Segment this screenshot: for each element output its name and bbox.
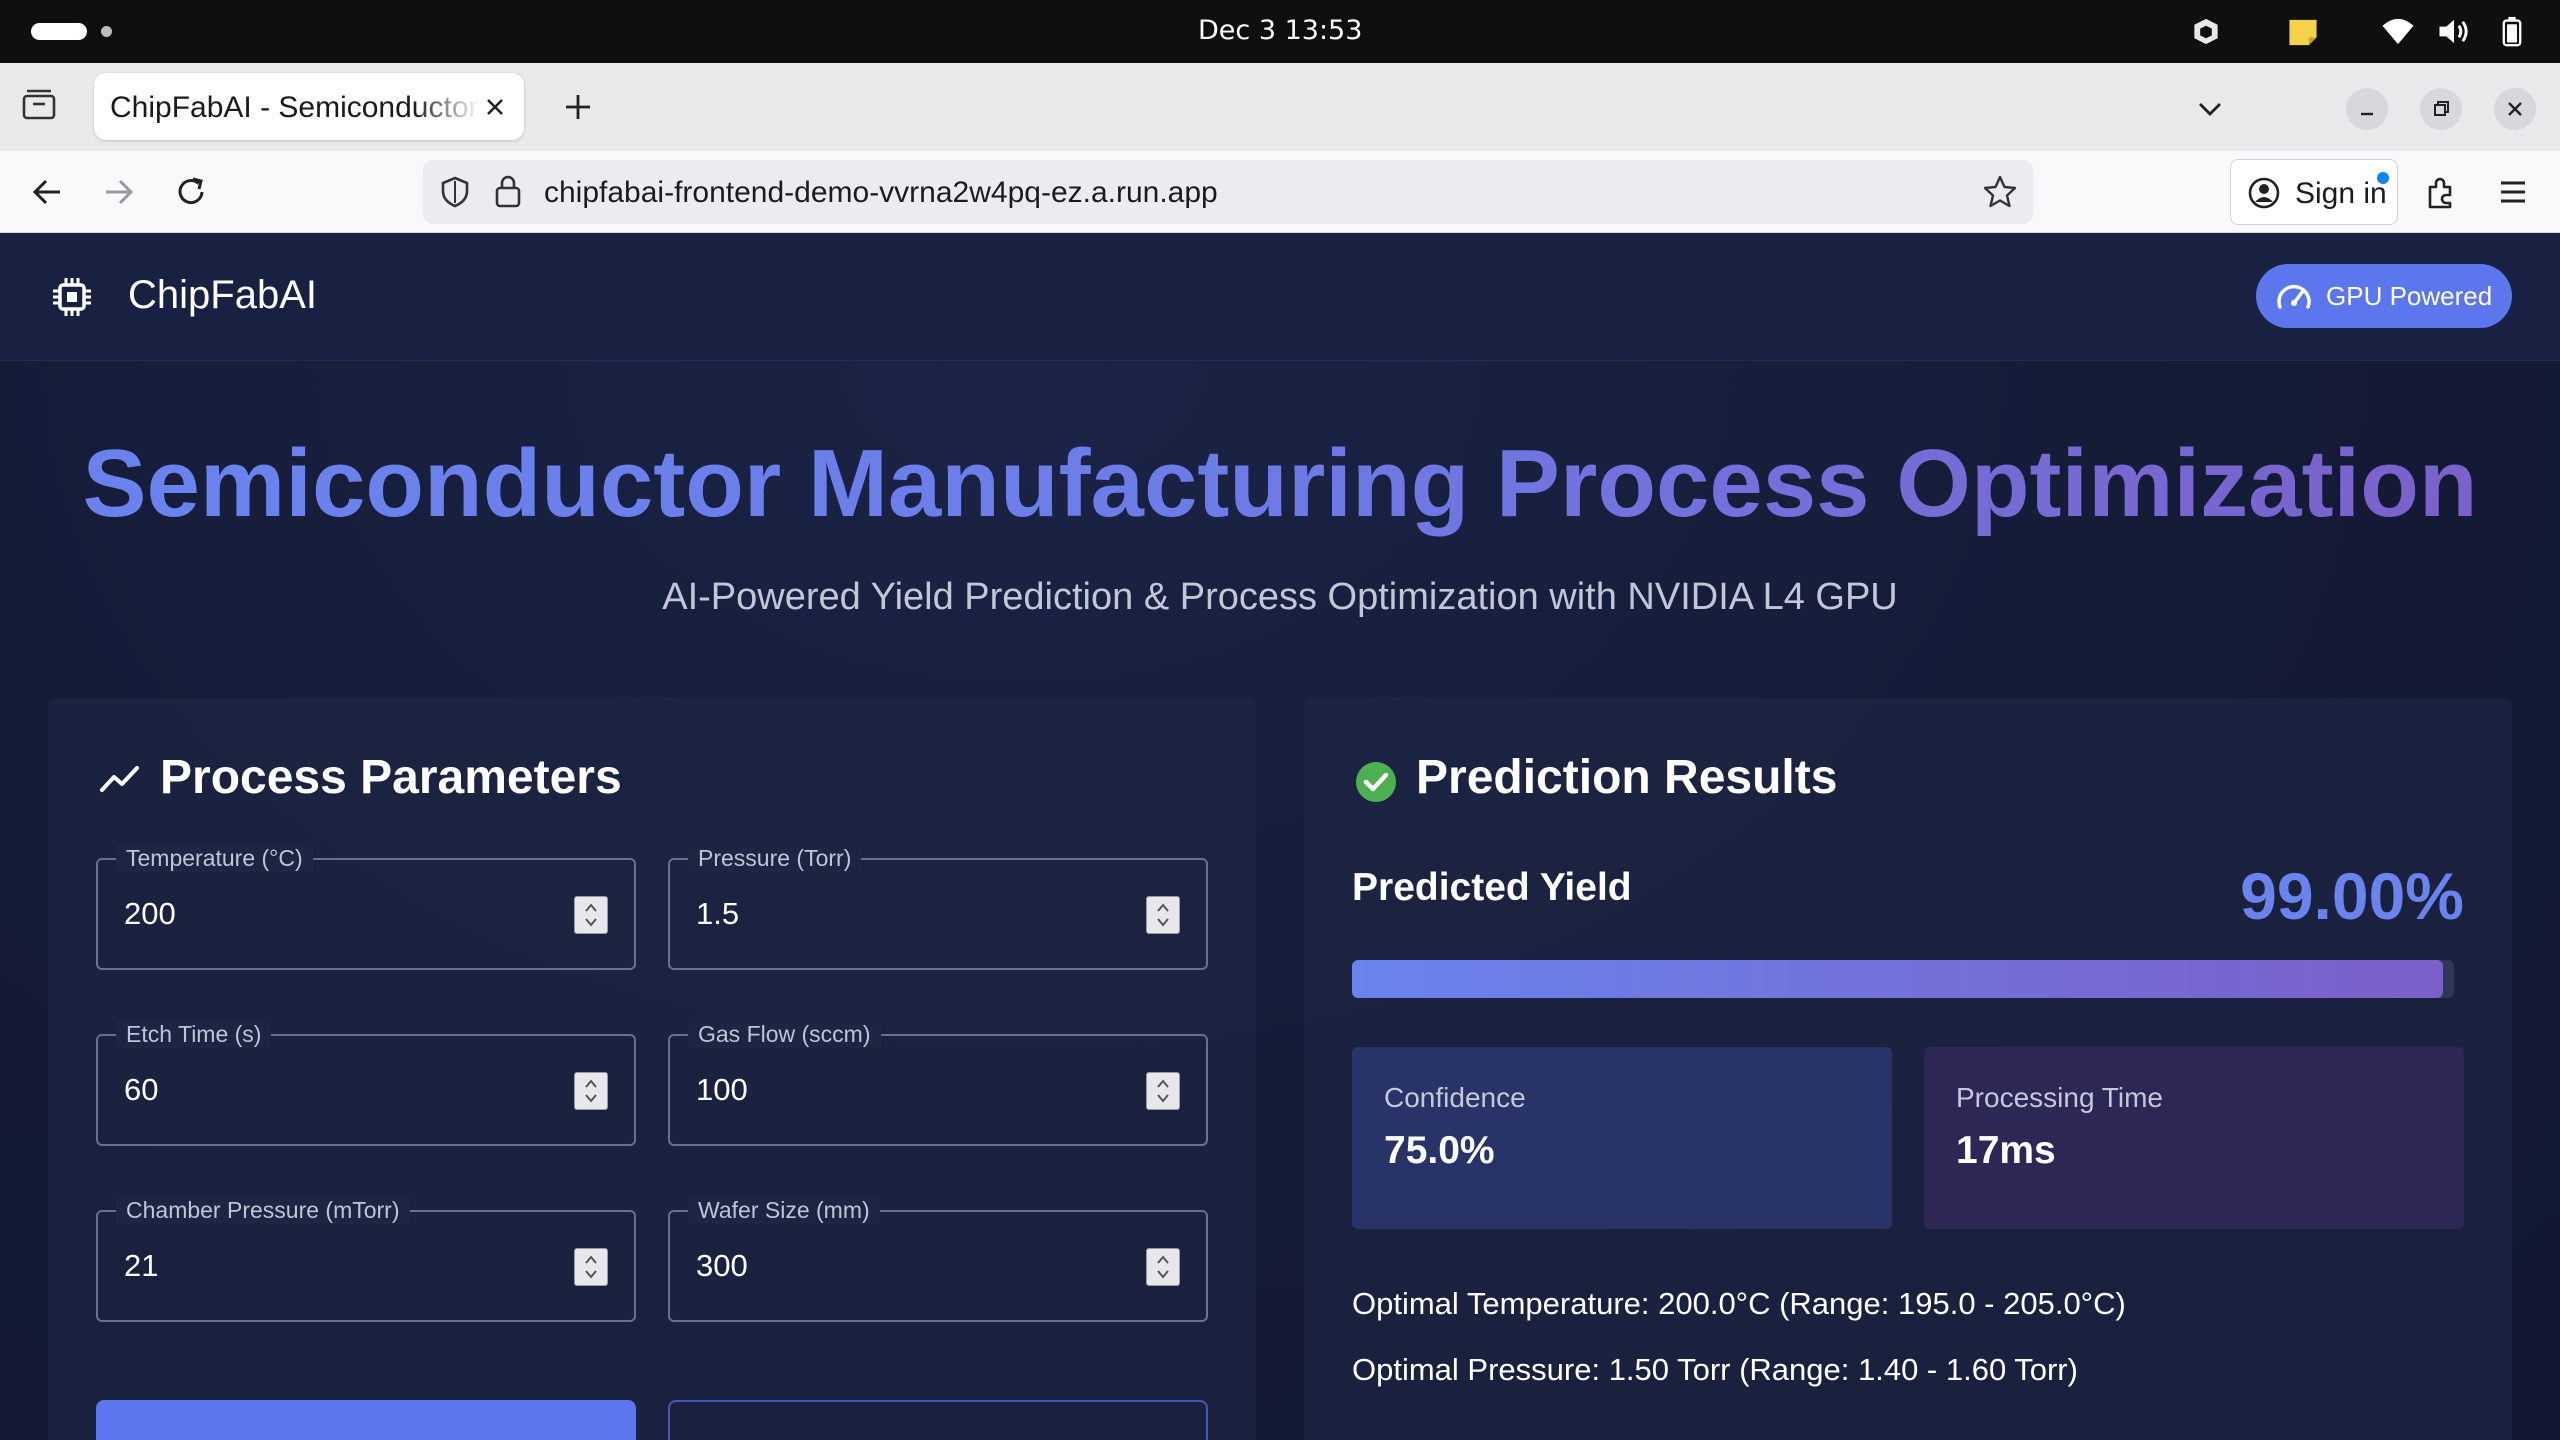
new-tab-icon[interactable] [560, 89, 596, 125]
temperature-field[interactable]: Temperature (°C) 200 [96, 845, 636, 970]
gas-flow-stepper[interactable] [1146, 1072, 1180, 1110]
app-indicator-icon[interactable] [2190, 16, 2222, 47]
wafer-size-field[interactable]: Wafer Size (mm) 300 [668, 1197, 1208, 1322]
process-parameters-card: Process Parameters Temperature (°C) 200 … [48, 698, 1256, 1440]
check-circle-icon [1356, 762, 1396, 802]
processing-time-stat: Processing Time 17ms [1924, 1047, 2464, 1229]
gpu-powered-badge: GPU Powered [2256, 264, 2512, 328]
etch-time-field[interactable]: Etch Time (s) 60 [96, 1021, 636, 1146]
workspace-dot[interactable] [101, 26, 112, 37]
etch-time-label: Etch Time (s) [116, 1021, 272, 1048]
browser-tab-active[interactable]: ChipFabAI - Semiconductor Manufacturing … [94, 73, 524, 140]
processing-time-value: 17ms [1956, 1129, 2056, 1172]
processing-time-label: Processing Time [1956, 1082, 2163, 1113]
sign-in-button[interactable]: Sign in [2230, 159, 2398, 225]
lock-icon[interactable] [491, 172, 525, 210]
prediction-results-card: Prediction Results Predicted Yield 99.00… [1304, 698, 2512, 1440]
etch-time-stepper[interactable] [574, 1072, 608, 1110]
reload-icon[interactable] [172, 173, 210, 211]
sticky-note-icon[interactable] [2286, 16, 2320, 47]
confidence-label: Confidence [1384, 1082, 1526, 1113]
browser-navigation-bar: chipfabai-frontend-demo-vvrna2w4pq-ez.a.… [0, 151, 2560, 233]
shield-icon[interactable] [437, 174, 473, 210]
gpu-powered-label: GPU Powered [2326, 281, 2493, 311]
forward-arrow-icon[interactable] [100, 173, 138, 211]
stepper-arrows-icon [1157, 903, 1169, 927]
wafer-size-value[interactable]: 300 [696, 1248, 748, 1283]
chevron-down-icon[interactable] [2192, 91, 2228, 127]
page-title: Semiconductor Manufacturing Process Opti… [0, 429, 2560, 539]
tab-title: ChipFabAI - Semiconductor Manufacturing … [110, 91, 480, 124]
optimal-temperature-text: Optimal Temperature: 200.0°C (Range: 195… [1352, 1286, 2126, 1321]
close-window-button[interactable] [2494, 88, 2536, 130]
minimize-icon [2361, 112, 2373, 116]
os-clock[interactable]: Dec 3 13:53 [1198, 15, 1363, 46]
secondary-button[interactable] [668, 1400, 1208, 1440]
temperature-value[interactable]: 200 [124, 896, 176, 931]
page-subtitle: AI-Powered Yield Prediction & Process Op… [662, 576, 1898, 618]
confidence-stat: Confidence 75.0% [1352, 1047, 1892, 1229]
pressure-stepper[interactable] [1146, 896, 1180, 934]
chamber-pressure-label: Chamber Pressure (mTorr) [116, 1197, 410, 1224]
menu-icon[interactable] [2494, 173, 2532, 211]
account-icon [2248, 177, 2280, 209]
yield-progress-fill [1352, 960, 2443, 998]
confidence-value: 75.0% [1384, 1129, 1495, 1172]
stepper-arrows-icon [585, 903, 597, 927]
notification-dot [2377, 172, 2389, 184]
stepper-arrows-icon [1157, 1079, 1169, 1103]
pressure-field[interactable]: Pressure (Torr) 1.5 [668, 845, 1208, 970]
os-top-bar: Dec 3 13:53 [0, 0, 2560, 63]
pressure-value[interactable]: 1.5 [696, 896, 740, 931]
trending-up-icon [100, 766, 139, 792]
stepper-arrows-icon [1157, 1255, 1169, 1279]
minimize-button[interactable] [2346, 88, 2388, 130]
prediction-results-title: Prediction Results [1416, 751, 1838, 804]
back-arrow-icon[interactable] [28, 173, 66, 211]
close-tab-icon[interactable] [480, 92, 510, 122]
sign-in-label: Sign in [2295, 177, 2387, 210]
wafer-size-stepper[interactable] [1146, 1248, 1180, 1286]
temperature-label: Temperature (°C) [116, 845, 313, 872]
process-parameters-title: Process Parameters [160, 751, 622, 804]
bookmark-star-icon[interactable] [1981, 173, 2019, 211]
chamber-pressure-stepper[interactable] [574, 1248, 608, 1286]
speedometer-icon [2277, 284, 2311, 309]
gas-flow-value[interactable]: 100 [696, 1072, 748, 1107]
stepper-arrows-icon [585, 1255, 597, 1279]
brand-name[interactable]: ChipFabAI [128, 273, 317, 317]
optimal-pressure-text: Optimal Pressure: 1.50 Torr (Range: 1.40… [1352, 1352, 2078, 1387]
close-icon [2508, 102, 2522, 116]
main-content: Semiconductor Manufacturing Process Opti… [0, 361, 2560, 1440]
pressure-label: Pressure (Torr) [688, 845, 862, 872]
app-header: ChipFabAI GPU Powered [0, 233, 2560, 361]
activities-indicator[interactable] [31, 23, 87, 40]
predicted-yield-label: Predicted Yield [1352, 866, 1632, 909]
extensions-icon[interactable] [2422, 173, 2460, 211]
temperature-stepper[interactable] [574, 896, 608, 934]
restore-icon [2434, 101, 2449, 116]
tab-overview-icon[interactable] [20, 88, 60, 124]
volume-icon[interactable] [2436, 16, 2474, 47]
gas-flow-label: Gas Flow (sccm) [688, 1021, 881, 1048]
chip-icon [53, 278, 91, 316]
yield-progress-bar [1352, 960, 2454, 998]
maximize-button[interactable] [2420, 88, 2462, 130]
predicted-yield-value: 99.00% [2240, 859, 2464, 933]
stepper-arrows-icon [585, 1079, 597, 1103]
wifi-icon[interactable] [2380, 16, 2416, 47]
chamber-pressure-field[interactable]: Chamber Pressure (mTorr) 21 [96, 1197, 636, 1322]
etch-time-value[interactable]: 60 [124, 1072, 159, 1107]
predict-button[interactable] [96, 1400, 636, 1440]
url-text[interactable]: chipfabai-frontend-demo-vvrna2w4pq-ez.a.… [544, 176, 1218, 209]
battery-icon[interactable] [2500, 16, 2524, 47]
wafer-size-label: Wafer Size (mm) [688, 1197, 880, 1224]
browser-tab-strip: ChipFabAI - Semiconductor Manufacturing … [0, 63, 2560, 151]
gas-flow-field[interactable]: Gas Flow (sccm) 100 [668, 1021, 1208, 1146]
chamber-pressure-value[interactable]: 21 [124, 1248, 159, 1283]
address-bar[interactable]: chipfabai-frontend-demo-vvrna2w4pq-ez.a.… [423, 160, 2033, 224]
